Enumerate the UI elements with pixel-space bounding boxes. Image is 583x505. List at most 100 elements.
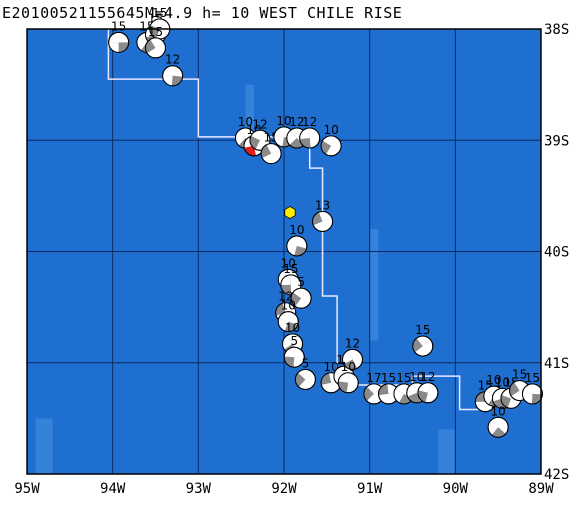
event-depth-label: 10 (486, 373, 501, 387)
y-tick-label: 41S (544, 356, 569, 372)
beachball-quadrant-2 (393, 388, 404, 403)
focal-mechanism: 5 (290, 275, 312, 309)
y-tick-label: 38S (544, 22, 569, 38)
beachball-outline (487, 416, 509, 438)
beachball-outline (286, 235, 308, 257)
beachball-outline (294, 368, 316, 390)
event-depth-label: 12 (165, 53, 180, 67)
event-depth-label: 17 (366, 371, 381, 385)
map-title: E20100521155645M=4.9 h= 10 WEST CHILE RI… (2, 4, 403, 22)
event-depth-label: 12 (289, 115, 304, 129)
event-depth-label: 10 (276, 114, 291, 128)
beachball-quadrant-2 (282, 335, 293, 350)
event-depth-label: 15 (152, 6, 167, 20)
event-depth-label: 10 (491, 404, 506, 418)
beachball-outline (280, 274, 302, 296)
x-tick-label: 93W (186, 481, 212, 497)
event-depth-label: 10 (495, 375, 510, 389)
x-axis-labels: 95W 94W 93W 92W 91W 90W 89W (14, 481, 554, 497)
event-depth-label: 12 (420, 370, 435, 384)
beachball-outline (412, 335, 434, 357)
beachball-quadrant-2 (136, 36, 147, 51)
beachball-quadrant-2 (513, 380, 528, 391)
beachball-outline (290, 287, 312, 309)
beachball-quadrant-2 (286, 130, 297, 145)
event-depth-label: 15 (283, 262, 298, 276)
event-depth-label: 15 (381, 371, 396, 385)
event-depth-label: 15 (111, 19, 126, 33)
beachball-outline (342, 348, 364, 370)
beachball-outline (277, 311, 299, 333)
beachball-quadrant-2 (483, 390, 494, 405)
event-depth-label: 15 (396, 371, 411, 385)
focal-mechanism: 10 (277, 299, 299, 333)
event-depth-label: 15 (512, 368, 527, 382)
beachball-outline (108, 31, 130, 53)
ridge-shade-0 (245, 84, 255, 152)
beachball-outline (320, 135, 342, 157)
ridge-shading (35, 84, 456, 474)
beachball-quadrant-2 (366, 383, 382, 394)
focal-mechanism: 10 (286, 223, 308, 257)
beachball-quadrant-2 (416, 336, 431, 347)
beachball-quadrant-2 (150, 37, 164, 48)
focal-mechanism: 12 (417, 370, 439, 404)
focal-mechanism: 15 (108, 19, 130, 53)
beachball-outline (312, 210, 334, 232)
beachball-quadrant-2 (418, 382, 431, 393)
beachball-quadrant-2 (342, 350, 353, 365)
focal-mechanism: 15 (393, 371, 415, 405)
x-tick-label: 92W (271, 481, 297, 497)
beachball-quadrant-2 (108, 42, 119, 53)
focal-mechanism: 10 (337, 360, 359, 394)
event-depth-label: 15 (148, 25, 163, 39)
beachball-outline (260, 143, 282, 165)
event-depth-label: 12 (252, 117, 267, 131)
event-depth-label: 12 (345, 336, 360, 350)
x-tick-label: 91W (357, 481, 383, 497)
map-frame (26, 28, 542, 475)
event-depth-label: 10 (281, 256, 296, 270)
x-tick-label: 89W (528, 481, 554, 497)
event-depth-label: 13 (315, 198, 330, 212)
event-depth-label: 10 (323, 123, 338, 137)
beachball-outline (162, 65, 184, 87)
beachball-outline (249, 129, 271, 151)
event-depth-label: 10 (341, 360, 356, 374)
focal-mechanism: 17 (363, 371, 385, 405)
focal-mechanism: 15 (412, 323, 434, 357)
focal-mechanism: 10 (487, 404, 509, 438)
event-depth-label: 12 (302, 115, 317, 129)
focal-mechanism: 12 (342, 336, 364, 370)
y-tick-label: 39S (544, 133, 569, 149)
beachball-quadrant-2 (235, 131, 246, 146)
event-depth-label: 10 (238, 115, 253, 129)
beachball-outline (283, 346, 305, 368)
beachball-quadrant-2 (322, 135, 337, 146)
event-depth-label: 10 (289, 223, 304, 237)
focal-mechanisms: 15 15151515121010121510121210131010155121… (108, 6, 543, 438)
event-depth-label: 10 (281, 299, 296, 313)
focal-mechanism: 15 (280, 262, 302, 296)
focal-mechanism: 5 (294, 356, 316, 390)
ridge-shade-3 (35, 418, 53, 474)
focal-mechanism: 5 (283, 334, 305, 368)
ridge-shade-2 (438, 429, 456, 474)
epicenter-marker (284, 206, 296, 220)
x-tick-label: 90W (443, 481, 469, 497)
event-depth-label: 5 (290, 334, 298, 348)
beachball-outline (521, 383, 543, 405)
beachball-outline (299, 127, 321, 149)
beachball-quadrant-2 (488, 420, 499, 435)
y-axis-labels: 38S 39S 40S 41S 42S (544, 22, 569, 483)
event-depth-label: 15 (525, 371, 540, 385)
ridge-axis-line (107, 29, 491, 411)
beachball-quadrant-2 (280, 274, 291, 286)
event-depth-label: 10 (285, 321, 300, 335)
beachball-outline (417, 382, 439, 404)
y-tick-label: 40S (544, 245, 569, 261)
beachball-quadrant-2 (299, 128, 310, 140)
y-tick-label: 42S (544, 467, 569, 483)
event-depth-label: 5 (302, 356, 310, 370)
